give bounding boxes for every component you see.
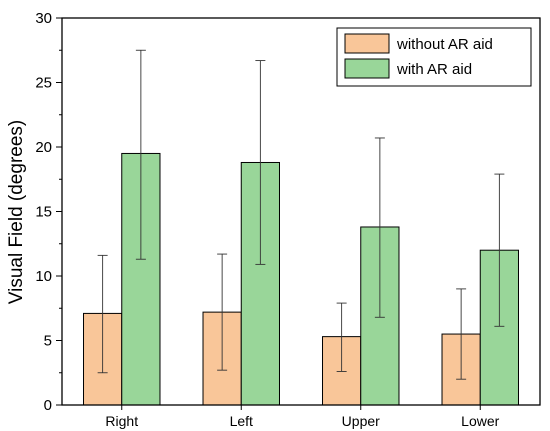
error-bar-without-ar-left [217, 253, 228, 371]
y-axis: 0 5 10 15 20 25 30 [35, 10, 62, 414]
error-bar-without-ar-lower [456, 288, 467, 380]
legend-swatch [344, 58, 390, 79]
y-tick-label: 5 [44, 333, 52, 350]
legend: without AR aid with AR aid [336, 27, 532, 87]
bars-layer [83, 152, 519, 406]
error-bar-without-ar-right [97, 254, 108, 374]
y-axis-label: Visual Field (degrees) [6, 120, 27, 304]
legend-label: without AR aid [396, 36, 493, 53]
error-bars-layer [97, 49, 505, 380]
error-bar-with-ar-left [255, 60, 266, 265]
legend-label: with AR aid [396, 61, 472, 78]
x-tick-label: Left [230, 413, 253, 429]
error-bar-without-ar-upper [336, 302, 347, 372]
x-tick-label: Right [105, 413, 138, 429]
y-tick-label: 10 [35, 268, 52, 285]
y-tick-label: 25 [35, 75, 52, 92]
y-tick-label: 30 [35, 10, 52, 27]
error-bar-with-ar-upper [374, 137, 385, 318]
error-bar-with-ar-right [135, 49, 146, 260]
x-tick-label: Upper [342, 413, 380, 429]
y-tick-label: 15 [35, 204, 52, 221]
x-tick-label: Lower [461, 413, 499, 429]
x-axis: Right Left Upper Lower [105, 405, 500, 429]
legend-swatch [344, 33, 390, 54]
y-tick-label: 0 [44, 397, 52, 414]
y-tick-label: 20 [35, 139, 52, 156]
error-bar-with-ar-lower [494, 173, 505, 327]
